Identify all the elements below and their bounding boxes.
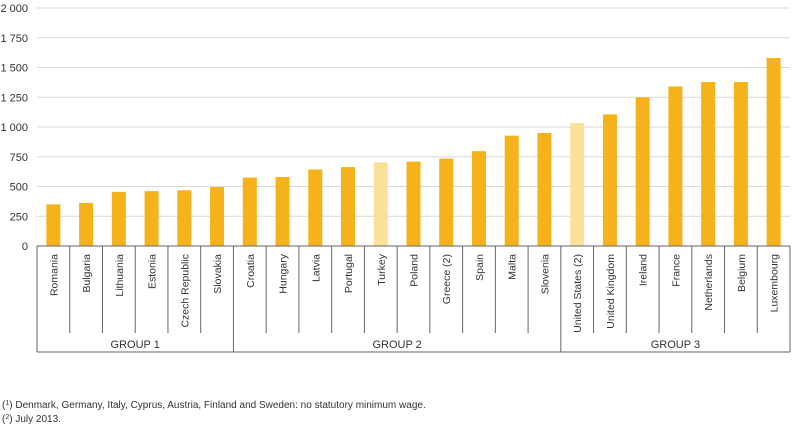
- bar: [635, 97, 650, 246]
- bar: [733, 82, 748, 246]
- category-label: Estonia: [147, 254, 159, 289]
- y-tick-label: 500: [10, 182, 28, 194]
- category-label: Luxembourg: [769, 254, 781, 313]
- category-label: Slovakia: [212, 254, 224, 294]
- category-label: Malta: [507, 254, 519, 280]
- bar: [668, 86, 683, 247]
- category-label: Poland: [409, 254, 421, 287]
- category-label: United States (2): [572, 254, 584, 333]
- footnote-2: (2) July 2013.: [2, 414, 61, 425]
- y-tick-label: 750: [10, 152, 28, 164]
- y-tick-label: 1 250: [0, 92, 28, 104]
- group-label: GROUP 2: [372, 339, 421, 351]
- category-label: Spain: [474, 254, 486, 281]
- bar: [210, 187, 225, 246]
- bar: [111, 191, 126, 246]
- footnote-1-text: Denmark, Germany, Italy, Cyprus, Austria…: [15, 400, 426, 411]
- y-tick-label: 1 500: [0, 63, 28, 75]
- group-label: GROUP 3: [651, 339, 700, 351]
- category-label: Bulgaria: [81, 254, 93, 293]
- bar: [602, 114, 617, 246]
- category-label: Czech Republic: [179, 254, 191, 328]
- category-label: Lithuania: [114, 254, 126, 297]
- bar: [406, 161, 421, 246]
- bar: [242, 177, 257, 246]
- category-label: Romania: [48, 254, 60, 296]
- bar: [275, 176, 290, 246]
- footnotes: (1) Denmark, Germany, Italy, Cyprus, Aus…: [2, 398, 426, 426]
- y-axis: 0 250 500 750 1 000 1 250 1 500 1 750 2 000: [0, 3, 28, 253]
- group-labels: GROUP 1 GROUP 2 GROUP 3: [37, 339, 790, 353]
- bar: [504, 135, 519, 246]
- category-label: Hungary: [278, 253, 290, 293]
- x-axis: Romania Bulgaria Lithuania Estonia Czech Rep…: [36, 245, 791, 352]
- bars: [46, 57, 781, 247]
- bar: [308, 169, 323, 246]
- bar: [373, 162, 388, 246]
- bar: [177, 190, 192, 246]
- bar: [471, 151, 486, 246]
- y-tick-label: 1 000: [0, 122, 28, 134]
- group-label: GROUP 1: [111, 339, 160, 351]
- category-label: Netherlands: [703, 254, 715, 311]
- footnote-2-text: July 2013.: [15, 414, 61, 425]
- bar: [439, 158, 454, 246]
- category-label: Greece (2): [441, 254, 453, 304]
- bar-chart: 0 250 500 750 1 000 1 250 1 500 1 750 2 000 Roma…: [0, 3, 791, 353]
- y-tick-label: 2 000: [0, 3, 28, 15]
- footnote-1-marker: 1: [5, 400, 10, 407]
- category-label: Slovenia: [539, 254, 551, 294]
- gridlines: [37, 7, 790, 217]
- category-label: Latvia: [310, 254, 322, 282]
- category-label: Croatia: [245, 254, 257, 288]
- category-label: France: [670, 254, 682, 287]
- footnote-1: (1) Denmark, Germany, Italy, Cyprus, Aus…: [2, 400, 426, 411]
- bar: [701, 82, 716, 246]
- bar: [766, 57, 781, 247]
- bar: [570, 123, 585, 246]
- footnote-2-marker: 2: [5, 414, 10, 421]
- bar: [341, 167, 356, 246]
- y-tick-label: 0: [22, 241, 28, 253]
- category-label: Ireland: [638, 254, 650, 286]
- category-label: Turkey: [376, 253, 388, 285]
- category-label: Belgium: [736, 254, 748, 292]
- category-label: United Kingdom: [605, 254, 617, 329]
- bar: [537, 132, 552, 246]
- y-tick-label: 1 750: [0, 33, 28, 45]
- bar: [46, 204, 61, 246]
- y-tick-label: 250: [10, 211, 28, 223]
- bar: [144, 191, 159, 246]
- bar: [79, 202, 94, 246]
- category-label: Portugal: [343, 254, 355, 293]
